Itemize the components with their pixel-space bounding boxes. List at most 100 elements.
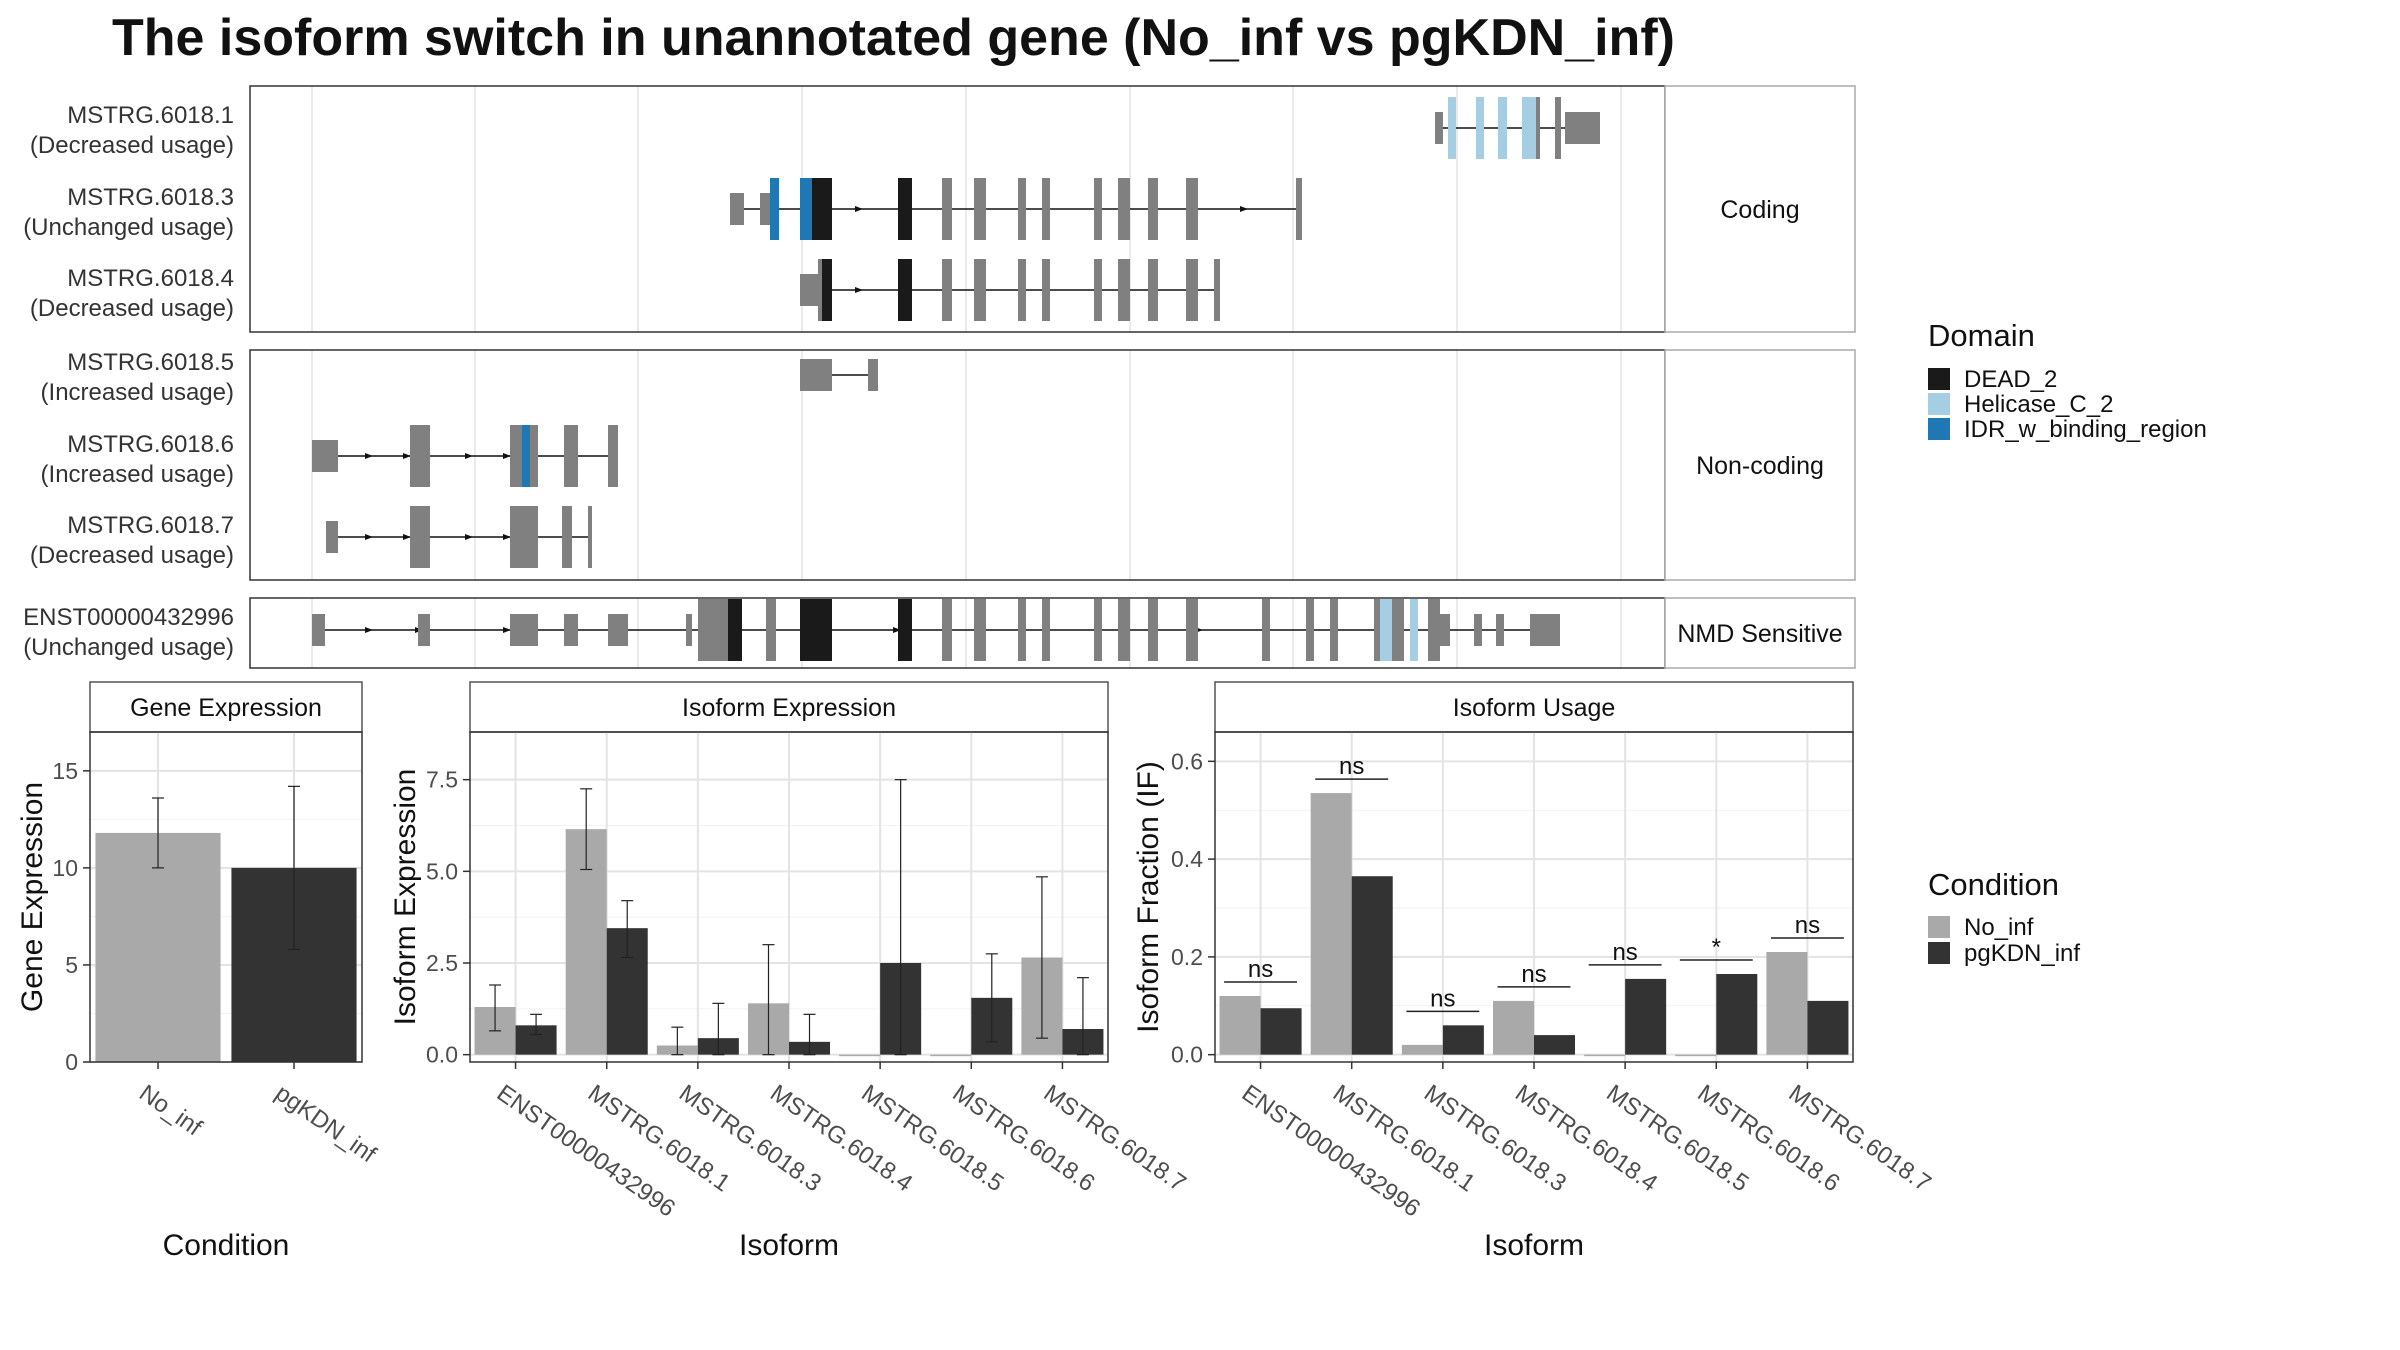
- exon-block: [1186, 178, 1198, 240]
- transcript-track-0: [1435, 97, 1600, 159]
- condition-legend-swatch: [1928, 942, 1950, 964]
- exon-block: [800, 178, 812, 240]
- bar-pgKDN_inf-5: [1716, 974, 1758, 1055]
- strand-arrow: [465, 453, 473, 459]
- transcript-label-usage: (Increased usage): [41, 461, 234, 488]
- bar-No_inf-3: [1492, 1000, 1534, 1055]
- exon-block: [1018, 599, 1026, 661]
- y-axis-title: Gene Expression: [16, 782, 49, 1012]
- exon-block: [1186, 599, 1198, 661]
- exon-block: [1262, 599, 1270, 661]
- exon-block: [1118, 178, 1130, 240]
- domain-legend-swatch: [1928, 393, 1950, 415]
- exon-block: [1498, 97, 1507, 159]
- exon-block: [942, 599, 952, 661]
- x-axis-title: Isoform: [1484, 1229, 1584, 1262]
- bar-pgKDN_inf-6: [1807, 1000, 1849, 1055]
- transcript-structure-plot: Coding Non-coding NMD Sensitive MSTRG.6018.…: [23, 85, 1856, 669]
- y-tick-label: 0.0: [426, 1042, 458, 1068]
- exon-block: [1435, 112, 1443, 144]
- exon-block: [326, 521, 338, 553]
- exon-block: [1410, 599, 1418, 661]
- exon-block: [608, 614, 628, 646]
- domain-legend-swatch: [1928, 368, 1950, 390]
- exon-block: [1440, 614, 1450, 646]
- exon-block: [1380, 599, 1392, 661]
- y-tick-label: 0: [65, 1049, 78, 1075]
- transcript-label-usage: (Decreased usage): [30, 542, 234, 569]
- domain-legend-label: DEAD_2: [1964, 366, 2057, 393]
- facet-strip-label: Isoform Expression: [682, 694, 896, 722]
- exon-block: [1330, 599, 1338, 661]
- exon-block: [974, 259, 986, 321]
- transcript-track-1: [730, 178, 1302, 240]
- condition-legend-label: No_inf: [1964, 914, 2034, 941]
- legends: Domain DEAD_2Helicase_C_2IDR_w_binding_re…: [1928, 318, 2207, 967]
- bar-pgKDN_inf-0: [1260, 1008, 1302, 1055]
- transcript-label-name: ENST00000432996: [23, 604, 234, 631]
- panel-strip-non-coding-box: [1664, 349, 1856, 581]
- y-tick-label: 15: [52, 758, 78, 784]
- bar-No_inf: [95, 832, 221, 1062]
- exon-block: [800, 359, 832, 391]
- transcript-track-5: [326, 506, 592, 568]
- y-tick-label: 5: [65, 952, 78, 978]
- transcript-label-usage: (Unchanged usage): [23, 634, 234, 661]
- exon-block: [562, 506, 572, 568]
- domain-legend-title: Domain: [1928, 318, 2035, 353]
- exon-block: [1042, 259, 1050, 321]
- strand-arrow: [893, 627, 901, 633]
- exon-block: [1474, 614, 1482, 646]
- significance-label: ns: [1248, 956, 1273, 983]
- y-tick-label: 0.6: [1171, 748, 1203, 774]
- significance-label: ns: [1430, 985, 1455, 1012]
- figure-title: The isoform switch in unannotated gene (…: [112, 9, 1675, 67]
- y-axis-title: Isoform Expression: [389, 769, 422, 1026]
- exon-block: [522, 425, 530, 487]
- exon-block: [1094, 178, 1102, 240]
- exon-block: [1530, 614, 1560, 646]
- strand-arrow: [503, 534, 511, 540]
- strand-arrow: [855, 287, 863, 293]
- exon-block: [942, 259, 952, 321]
- exon-block: [1042, 178, 1050, 240]
- y-tick-label: 2.5: [426, 950, 458, 976]
- exon-block: [1186, 259, 1198, 321]
- exon-block: [1094, 259, 1102, 321]
- strand-arrow: [503, 453, 511, 459]
- exon-block: [564, 425, 578, 487]
- exon-block: [868, 359, 878, 391]
- exon-block: [800, 599, 832, 661]
- facet-strip-label: Gene Expression: [130, 694, 322, 722]
- gene-expression-chart: Gene Expression 0 5 10 15 No_inf pgKDN_inf Cond…: [16, 681, 381, 1262]
- exon-block: [942, 178, 952, 240]
- transcript-panel-bg: [250, 350, 1665, 580]
- strand-arrow: [365, 627, 373, 633]
- exon-block: [564, 614, 578, 646]
- condition-legend-label: pgKDN_inf: [1964, 940, 2080, 967]
- exon-block: [1496, 614, 1504, 646]
- bar-pgKDN_inf-2: [1442, 1025, 1484, 1055]
- exon-block: [1476, 97, 1484, 159]
- transcript-track-4: [312, 425, 618, 487]
- exon-block: [530, 425, 538, 487]
- transcript-label-name: MSTRG.6018.4: [67, 265, 234, 292]
- exon-block: [1148, 178, 1158, 240]
- transcript-label-usage: (Increased usage): [41, 379, 234, 406]
- exon-block: [686, 614, 692, 646]
- exon-block: [1522, 97, 1536, 159]
- exon-block: [1042, 599, 1050, 661]
- panel-strip-nmd-box: [1664, 597, 1856, 669]
- exon-block: [510, 614, 538, 646]
- exon-block: [1565, 112, 1600, 144]
- exon-block: [418, 614, 430, 646]
- domain-legend-swatch: [1928, 418, 1950, 440]
- transcript-label-name: MSTRG.6018.7: [67, 512, 234, 539]
- exon-block: [1306, 599, 1314, 661]
- transcript-label-usage: (Unchanged usage): [23, 214, 234, 241]
- transcript-track-6: [312, 599, 1560, 661]
- transcript-label-name: MSTRG.6018.3: [67, 184, 234, 211]
- bar-pgKDN_inf-1: [1351, 876, 1393, 1055]
- exon-block: [1428, 599, 1440, 661]
